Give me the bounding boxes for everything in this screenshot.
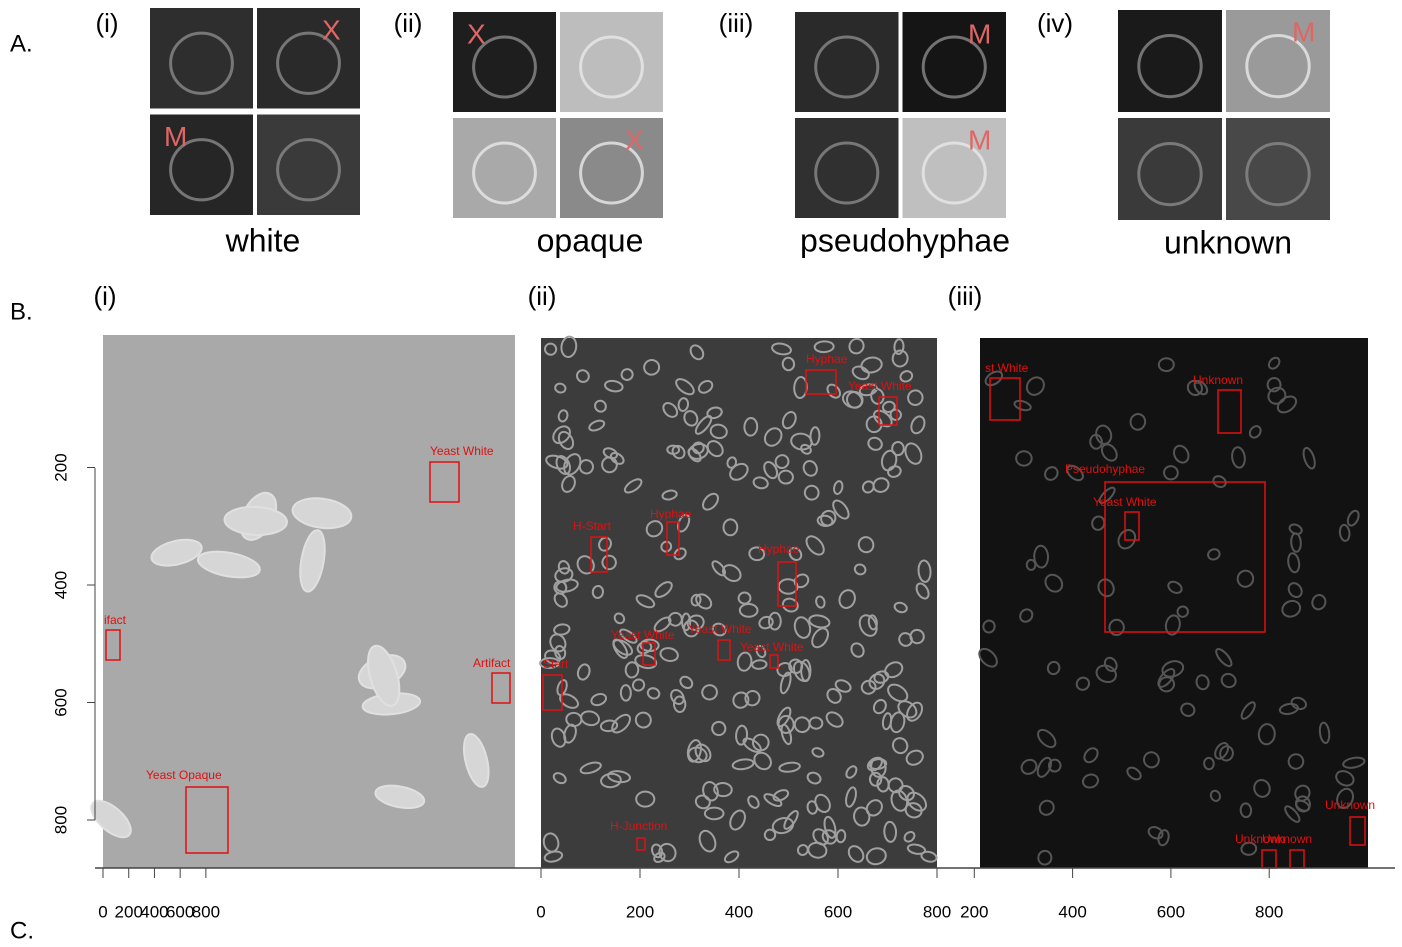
detection-label: Unknown [1262, 832, 1312, 846]
panel-numeral: (ii) [394, 8, 423, 38]
tile-mark: X [467, 18, 486, 49]
class-caption: opaque [537, 222, 644, 258]
tile-mark: M [968, 18, 991, 49]
panel-numeral: (ii) [528, 281, 557, 311]
x-tick-label: 0 [536, 902, 545, 921]
x-tick-label: 600 [166, 902, 194, 921]
detection-label: Yeast White [688, 622, 752, 636]
detection-label: Start [543, 657, 569, 671]
panel-label: C. [10, 917, 34, 944]
detection-label: Yeast White [848, 379, 912, 393]
detection-label: Yeast White [611, 628, 675, 642]
x-tick-label: 200 [115, 902, 143, 921]
panel-numeral: (iii) [719, 8, 754, 38]
panel-label: A. [10, 30, 33, 57]
detection-label: Hyphae [806, 352, 848, 366]
class-caption: unknown [1164, 224, 1292, 260]
detection-label: Yeast White [1093, 495, 1157, 509]
tile-mark: M [968, 124, 991, 155]
y-tick-label: 400 [51, 571, 70, 599]
detection-label: Hyphae [758, 542, 800, 556]
x-tick-label: 800 [923, 902, 951, 921]
page: A. B. C. (i) white X M (ii) opaque X X (iii) pseu… [0, 0, 1402, 947]
micrograph [980, 338, 1368, 868]
detection-label: Unknown [1193, 373, 1243, 387]
x-tick-label: 400 [140, 902, 168, 921]
detection-label: H-Start [573, 519, 612, 533]
tile-mark: M [1292, 16, 1315, 47]
micrograph [103, 335, 515, 868]
tile-mark: X [625, 124, 644, 155]
detection-label: H-Junction [610, 819, 667, 833]
panel-numeral: (iv) [1037, 8, 1073, 38]
tile-mark: X [322, 14, 341, 45]
detection-label: Yeast White [740, 640, 804, 654]
detection-label: Yeast Opaque [146, 768, 222, 782]
panel-numeral: (i) [93, 281, 116, 311]
y-tick-label: 200 [51, 453, 70, 481]
y-tick-label: 800 [51, 806, 70, 834]
detection-label: Hyphae [650, 507, 692, 521]
detection-label: Pseudohyphae [1065, 462, 1145, 476]
x-tick-label: 200 [960, 902, 988, 921]
x-tick-label: 0 [98, 902, 107, 921]
y-tick-label: 600 [51, 688, 70, 716]
tile-mark: M [164, 121, 187, 152]
detection-label: Unknown [1325, 798, 1375, 812]
panel-label: B. [10, 298, 33, 325]
class-caption: pseudohyphae [800, 222, 1010, 258]
x-tick-label: 400 [725, 902, 753, 921]
x-tick-label: 400 [1058, 902, 1086, 921]
x-tick-label: 600 [1157, 902, 1185, 921]
x-tick-label: 800 [1255, 902, 1283, 921]
detection-label: Yeast White [430, 444, 494, 458]
panel-numeral: (i) [95, 8, 118, 38]
detection-label: st White [985, 361, 1029, 375]
detection-label: Artifact [473, 656, 511, 670]
x-tick-label: 200 [626, 902, 654, 921]
panel-numeral: (iii) [948, 281, 983, 311]
x-tick-label: 600 [824, 902, 852, 921]
x-tick-label: 800 [192, 902, 220, 921]
detection-label: ifact [104, 613, 127, 627]
class-caption: white [225, 222, 301, 258]
figure: A. B. C. (i) white X M (ii) opaque X X (iii) pseu… [0, 0, 1402, 947]
